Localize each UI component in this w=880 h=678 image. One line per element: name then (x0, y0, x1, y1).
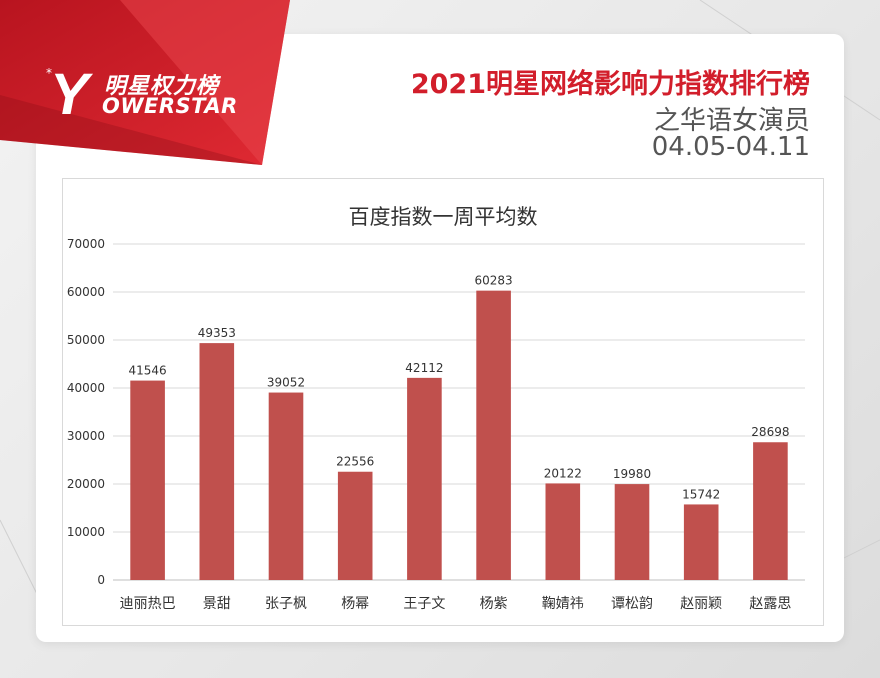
x-tick-label: 赵丽颖 (680, 596, 722, 612)
bar (407, 377, 442, 580)
bar (614, 484, 650, 580)
star-icon: * (46, 66, 52, 80)
y-tick-label: 10000 (67, 525, 105, 539)
x-tick-label: 景甜 (203, 596, 231, 612)
y-tick-label: 70000 (67, 237, 105, 251)
logo-chinese-text: 明星权力榜 (104, 74, 220, 99)
x-tick-label: 鞠婧祎 (542, 596, 584, 612)
data-label: 41546 (129, 364, 167, 378)
data-label: 20122 (544, 466, 582, 480)
data-label: 42112 (405, 361, 443, 375)
chart-title: 百度指数一周平均数 (348, 205, 538, 229)
x-tick-label: 杨幂 (341, 596, 369, 612)
x-tick-label: 张子枫 (265, 596, 307, 612)
data-label: 22556 (336, 455, 374, 469)
brand-red-banner (0, 0, 290, 165)
bar (268, 392, 304, 580)
x-tick-label: 谭松韵 (611, 596, 653, 612)
data-label: 60283 (475, 274, 513, 288)
y-tick-label: 0 (97, 573, 105, 587)
y-tick-label: 20000 (67, 477, 105, 491)
bar (337, 471, 373, 580)
y-tick-label: 50000 (67, 333, 105, 347)
x-tick-label: 迪丽热巴 (120, 596, 176, 612)
y-tick-label: 60000 (67, 285, 105, 299)
data-label: 49353 (198, 326, 236, 340)
bar-chart: 0 10000 20000 30000 40000 50000 60000 70000 4154… (67, 237, 805, 612)
bar (753, 442, 788, 580)
logo-english-text: OWERSTAR (102, 94, 238, 118)
x-tick-label: 杨紫 (480, 596, 508, 612)
data-label: 19980 (613, 467, 651, 481)
bar (199, 343, 235, 580)
y-tick-label: 30000 (67, 429, 105, 443)
logo-initial-mark: Y (50, 64, 94, 120)
page-subtitle: 之华语女演员 (653, 106, 810, 136)
data-label: 39052 (267, 376, 305, 390)
chart-panel: 百度指数一周平均数 0 10000 20000 30000 40000 50000 6000… (62, 178, 824, 626)
brand-logo: Y 明星权力榜 OWERSTAR (50, 62, 290, 122)
bar (130, 380, 165, 580)
page-title: 2021明星网络影响力指数排行榜 (410, 69, 810, 100)
y-tick-label: 40000 (67, 381, 105, 395)
bar (545, 483, 581, 580)
data-label: 28698 (751, 425, 789, 439)
date-range: 04.05-04.11 (651, 132, 810, 162)
bar (476, 290, 511, 580)
data-label: 15742 (682, 487, 720, 501)
x-tick-label: 王子文 (403, 596, 445, 612)
logo-initial: Y (50, 64, 94, 120)
bar (683, 504, 719, 580)
x-tick-label: 赵露思 (749, 596, 791, 612)
